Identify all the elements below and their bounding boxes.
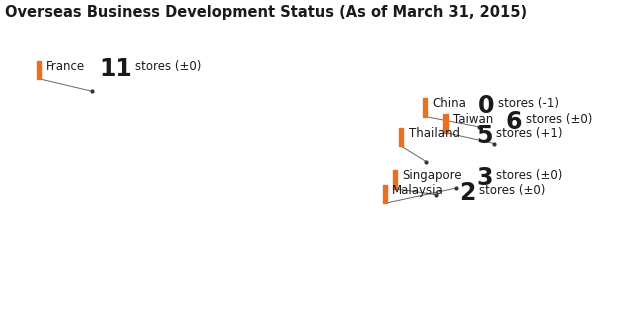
Bar (392, 170, 397, 189)
Text: stores (±0): stores (±0) (479, 184, 545, 197)
Text: stores (+1): stores (+1) (496, 127, 562, 140)
Text: France: France (46, 60, 85, 73)
Bar (37, 61, 41, 79)
Text: Taiwan: Taiwan (453, 113, 493, 127)
Text: Thailand: Thailand (408, 127, 460, 140)
Text: 3: 3 (476, 166, 492, 190)
Text: Malaysia: Malaysia (392, 184, 443, 197)
Text: 2: 2 (459, 181, 475, 205)
Bar (423, 98, 427, 116)
Text: stores (±0): stores (±0) (525, 113, 592, 127)
Bar (399, 128, 403, 146)
Bar (444, 114, 448, 133)
Text: Overseas Business Development Status (As of March 31, 2015): Overseas Business Development Status (As… (5, 5, 527, 20)
Text: 11: 11 (99, 56, 132, 81)
Text: stores (±0): stores (±0) (135, 60, 201, 73)
Text: China: China (432, 97, 466, 111)
Text: 5: 5 (476, 124, 492, 148)
Text: Singapore: Singapore (402, 170, 461, 182)
Text: 6: 6 (506, 110, 522, 134)
Text: 0: 0 (479, 94, 495, 118)
Bar (382, 185, 387, 203)
Text: stores (±0): stores (±0) (496, 170, 563, 182)
Text: stores (-1): stores (-1) (498, 97, 560, 111)
